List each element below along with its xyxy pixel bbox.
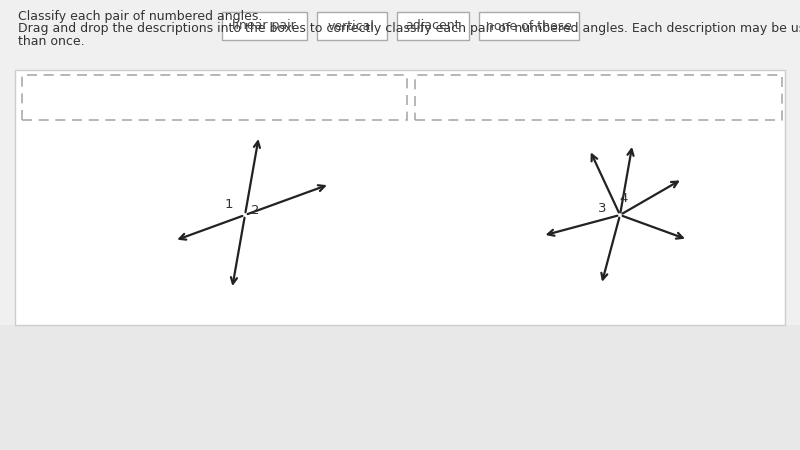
Bar (0, 0, 800, 70)
Text: vertical: vertical (328, 19, 375, 32)
Bar (222, 12, 306, 40)
Text: adjacent: adjacent (406, 19, 460, 32)
Text: 2: 2 (250, 204, 259, 217)
Bar (478, 12, 578, 40)
Bar (397, 12, 469, 40)
Text: linear pair: linear pair (232, 19, 296, 32)
Text: none of these: none of these (486, 19, 571, 32)
Bar (22, 75, 407, 120)
Text: 1: 1 (225, 198, 234, 211)
Bar (15, 70, 785, 325)
Text: Drag and drop the descriptions into the boxes to correctly classify each pair of: Drag and drop the descriptions into the … (18, 22, 800, 35)
Text: 3: 3 (598, 202, 606, 216)
Text: 4: 4 (620, 193, 628, 206)
Bar (317, 12, 386, 40)
Text: than once.: than once. (18, 35, 85, 48)
Text: Classify each pair of numbered angles.: Classify each pair of numbered angles. (18, 10, 262, 23)
Bar (415, 75, 782, 120)
Bar (0, 60, 800, 70)
Bar (0, 325, 800, 450)
